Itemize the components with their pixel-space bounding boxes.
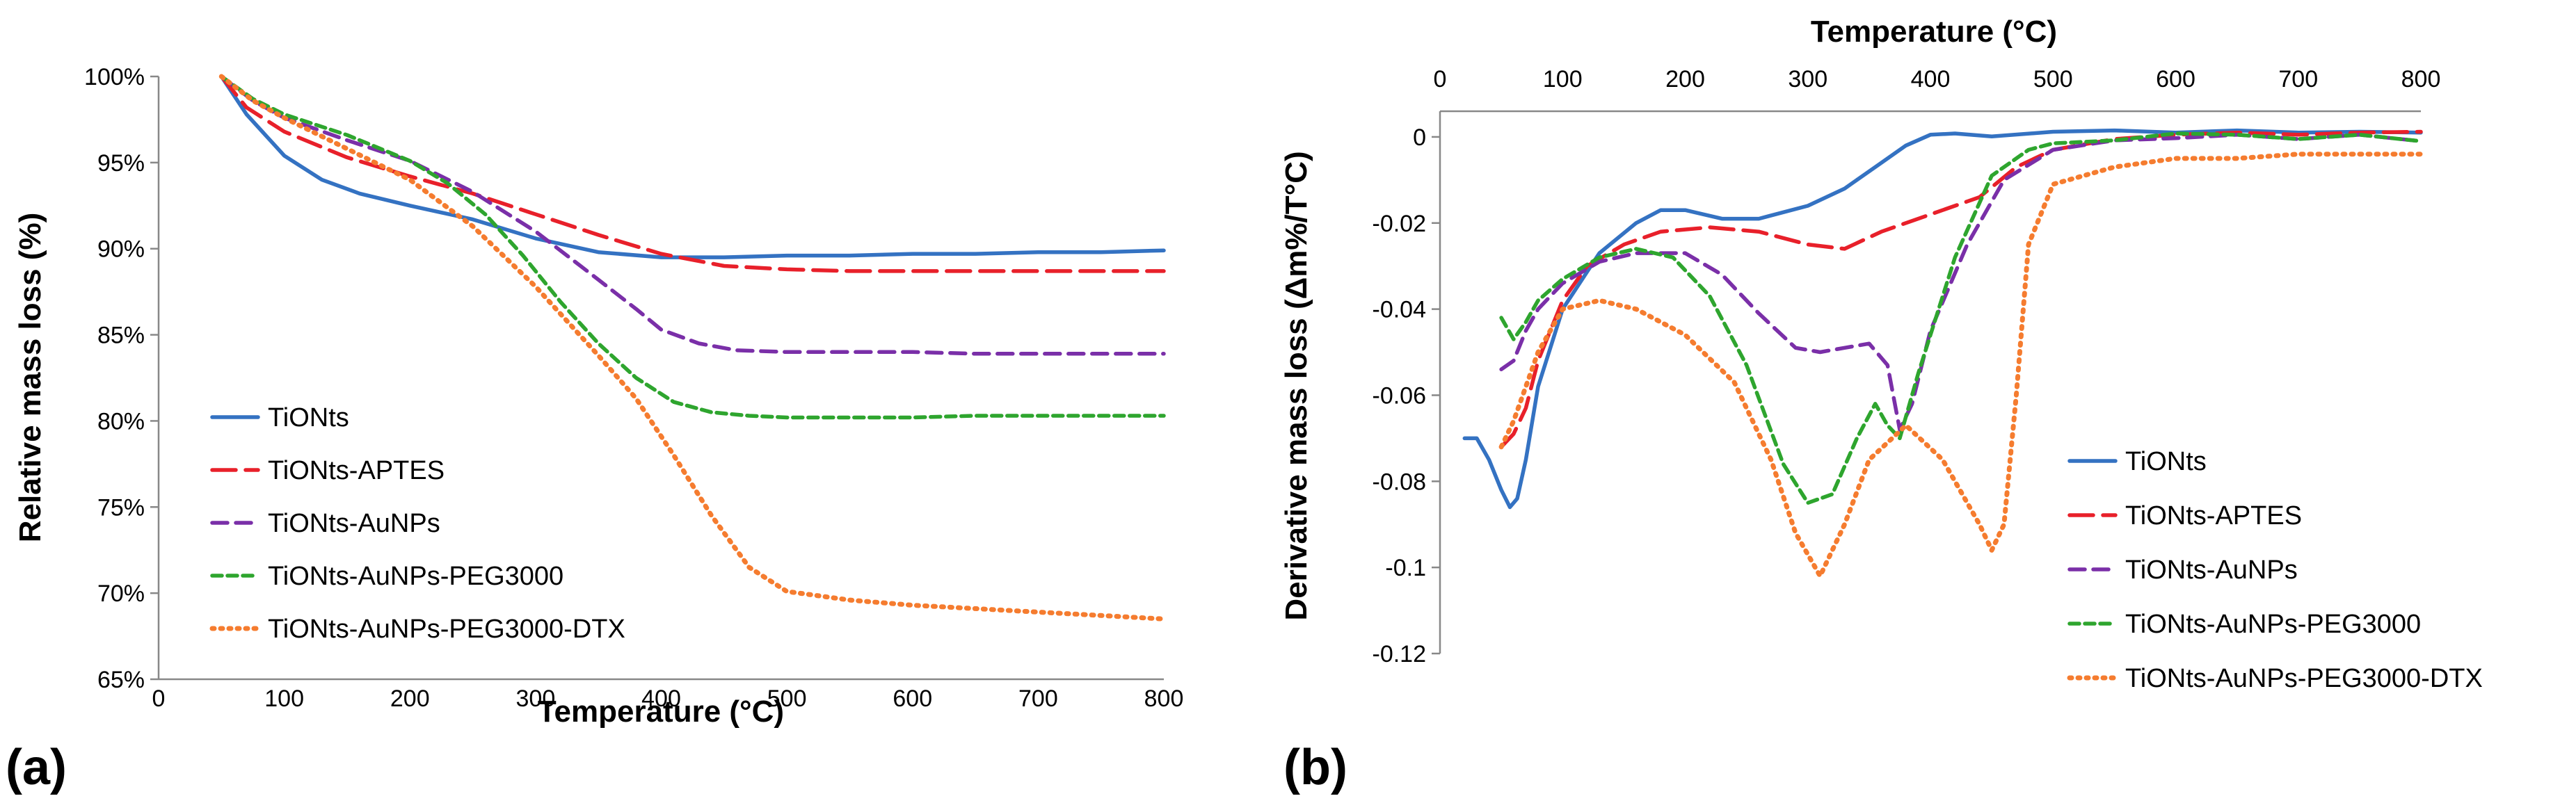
panel-b-x-axis-title: Temperature (°C) xyxy=(1811,15,2057,49)
series-line-tionts-aunps-peg3000 xyxy=(1499,131,2423,505)
legend-label: TiONts-AuNPs-PEG3000-DTX xyxy=(2125,664,2483,693)
series-line-tionts-aunps xyxy=(219,74,1166,356)
panel-b-chart: 0 100 200 300 400 500 600 700 800 0 -0.02 -0.04 -0.… xyxy=(1279,15,2483,795)
legend-label: TiONts-AuNPs-PEG3000 xyxy=(268,562,563,591)
x-tick-label: 0 xyxy=(1434,66,1447,92)
y-tick-label: 65% xyxy=(97,667,145,693)
panel-b-label: (b) xyxy=(1283,740,1347,795)
y-tick-label: -0.08 xyxy=(1373,469,1427,495)
series-line-tionts-aunps-peg3000-dtx xyxy=(1498,152,2424,578)
panel-b-y-axis-title: Derivative mass loss (Δm%/T°C) xyxy=(1279,151,1313,620)
panel-a-y-axis-title: Relative mass loss (%) xyxy=(13,213,47,542)
y-tick-label: 95% xyxy=(97,150,145,177)
series-line-tionts-aptes xyxy=(1499,129,2423,449)
x-tick-label: 500 xyxy=(2033,66,2073,92)
series-line-tionts-aunps-peg3000-dtx xyxy=(218,74,1167,622)
legend-label: TiONts-AuNPs-PEG3000 xyxy=(2125,610,2421,639)
x-tick-label: 100 xyxy=(1543,66,1583,92)
legend-label: TiONts xyxy=(268,403,349,432)
series-line-tionts-aunps-peg3000 xyxy=(219,74,1166,420)
x-tick-label: 100 xyxy=(264,686,304,712)
x-tick-label: 600 xyxy=(2156,66,2195,92)
y-tick-label: 100% xyxy=(84,64,145,90)
x-tick-label: 800 xyxy=(1144,686,1184,712)
x-tick-label: 600 xyxy=(893,686,932,712)
y-tick-label: 80% xyxy=(97,408,145,435)
x-tick-label: 300 xyxy=(516,686,556,712)
series-line-tionts-aptes xyxy=(219,74,1166,273)
legend-label: TiONts xyxy=(2125,447,2207,476)
y-tick-label: -0.1 xyxy=(1385,555,1426,581)
x-tick-label: 800 xyxy=(2401,66,2441,92)
x-tick-label: 400 xyxy=(1911,66,1951,92)
y-tick-label: 70% xyxy=(97,581,145,607)
y-tick-label: -0.06 xyxy=(1373,382,1427,409)
y-tick-label: -0.02 xyxy=(1373,211,1427,237)
panel-a-x-axis-title: Temperature (°C) xyxy=(538,695,784,729)
y-tick-label: 75% xyxy=(97,494,145,521)
y-tick-label: 90% xyxy=(97,236,145,263)
series-line-tionts xyxy=(1462,128,2423,510)
legend-label: TiONts-AuNPs xyxy=(2125,555,2298,585)
legend-label: TiONts-APTES xyxy=(268,456,445,485)
legend-label: TiONts-AuNPs xyxy=(268,509,440,538)
x-tick-label: 200 xyxy=(390,686,430,712)
panel-a-label: (a) xyxy=(6,740,67,795)
panel-a-chart: 0 100 200 300 400 500 600 700 800 65% 70% 75% 80% 85… xyxy=(6,64,1183,795)
x-tick-label: 700 xyxy=(1018,686,1058,712)
x-tick-label: 500 xyxy=(767,686,807,712)
x-tick-label: 400 xyxy=(641,686,681,712)
x-tick-label: 0 xyxy=(152,686,166,712)
series-line-tionts xyxy=(219,74,1166,259)
legend-label: TiONts-AuNPs-PEG3000-DTX xyxy=(268,615,625,644)
y-tick-label: 0 xyxy=(1413,124,1426,151)
x-tick-label: 200 xyxy=(1665,66,1705,92)
y-tick-label: -0.04 xyxy=(1373,297,1427,323)
series-line-tionts-aunps xyxy=(1499,133,2423,432)
y-tick-label: -0.12 xyxy=(1373,641,1427,667)
y-tick-label: 85% xyxy=(97,323,145,349)
x-tick-label: 300 xyxy=(1788,66,1827,92)
legend-label: TiONts-APTES xyxy=(2125,501,2302,530)
x-tick-label: 700 xyxy=(2278,66,2318,92)
